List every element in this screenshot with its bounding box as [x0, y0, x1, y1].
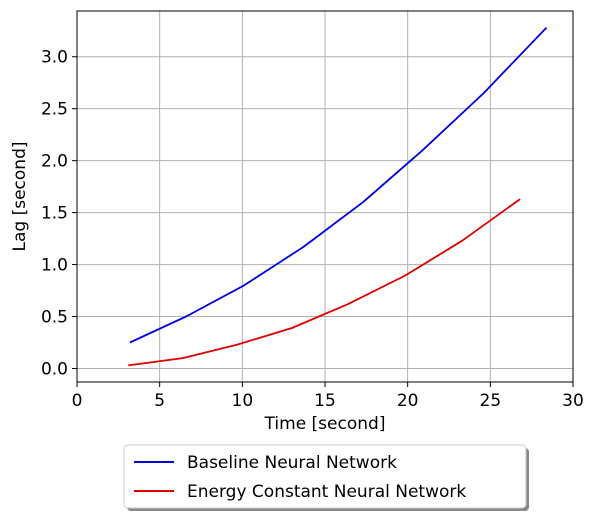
- x-tick-label: 20: [397, 391, 419, 411]
- y-tick-label: 1.5: [41, 204, 68, 224]
- x-axis-ticks: 0 5 10 15 20 25 30: [72, 382, 584, 411]
- x-tick-label: 5: [154, 391, 165, 411]
- x-tick-label: 25: [480, 391, 502, 411]
- y-tick-label: 1.0: [41, 256, 68, 276]
- x-tick-label: 10: [232, 391, 254, 411]
- x-tick-label: 30: [562, 391, 584, 411]
- series-lines: [128, 26, 548, 367]
- y-axis-label: Lag [second]: [10, 142, 30, 252]
- series-line-baseline: [129, 26, 548, 344]
- y-tick-label: 2.0: [41, 152, 68, 172]
- y-tick-label: 0.5: [41, 308, 68, 328]
- legend: Baseline Neural Network Energy Constant …: [123, 444, 529, 511]
- y-tick-label: 3.0: [41, 48, 68, 68]
- legend-box: [123, 444, 527, 509]
- y-axis-ticks: 0.0 0.5 1.0 1.5 2.0 2.5 3.0: [41, 48, 77, 379]
- legend-entry-energy-constant: Energy Constant Neural Network: [187, 482, 466, 502]
- grid-lines: [76, 11, 574, 382]
- x-axis-label: Time [second]: [264, 414, 386, 434]
- x-tick-label: 0: [72, 391, 83, 411]
- y-tick-label: 2.5: [41, 100, 68, 120]
- y-tick-label: 0.0: [41, 359, 68, 379]
- series-line-energy-constant: [128, 198, 521, 367]
- legend-entry-baseline: Baseline Neural Network: [187, 453, 397, 473]
- x-tick-label: 15: [314, 391, 336, 411]
